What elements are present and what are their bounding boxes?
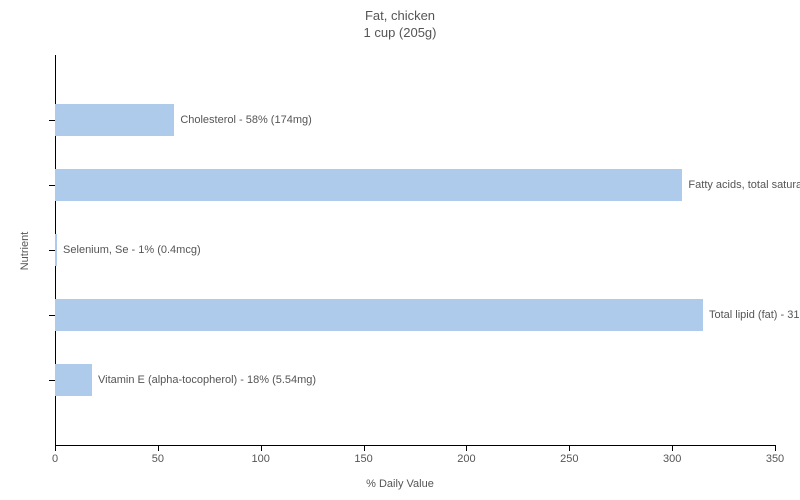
chart-container: Fat, chicken 1 cup (205g) Nutrient % Dai… [0, 0, 800, 500]
bar [55, 364, 92, 396]
chart-title-line2: 1 cup (205g) [0, 25, 800, 42]
x-tick [261, 445, 262, 451]
x-tick [364, 445, 365, 451]
x-tick-label: 50 [152, 453, 164, 465]
bar [55, 234, 57, 266]
x-tick-label: 100 [252, 453, 270, 465]
x-tick [775, 445, 776, 451]
x-tick-label: 150 [354, 453, 372, 465]
x-tick-label: 0 [52, 453, 58, 465]
chart-title-line1: Fat, chicken [0, 8, 800, 25]
y-axis-label: Nutrient [19, 221, 31, 281]
x-tick [55, 445, 56, 451]
x-tick [158, 445, 159, 451]
bar [55, 104, 174, 136]
x-tick-label: 300 [663, 453, 681, 465]
bar-label: Vitamin E (alpha-tocopherol) - 18% (5.54… [98, 374, 316, 386]
x-tick [672, 445, 673, 451]
x-tick [569, 445, 570, 451]
x-tick-label: 250 [560, 453, 578, 465]
x-tick [466, 445, 467, 451]
bar-label: Fatty acids, total saturated - 305% (61.… [688, 179, 800, 191]
bar [55, 169, 682, 201]
x-tick-label: 350 [766, 453, 784, 465]
x-tick-label: 200 [457, 453, 475, 465]
bar-label: Total lipid (fat) - 315% (204.59g) [709, 309, 800, 321]
x-axis-label: % Daily Value [0, 478, 800, 490]
bar-label: Cholesterol - 58% (174mg) [180, 114, 311, 126]
bar-label: Selenium, Se - 1% (0.4mcg) [63, 244, 201, 256]
chart-title-block: Fat, chicken 1 cup (205g) [0, 8, 800, 42]
bar [55, 299, 703, 331]
